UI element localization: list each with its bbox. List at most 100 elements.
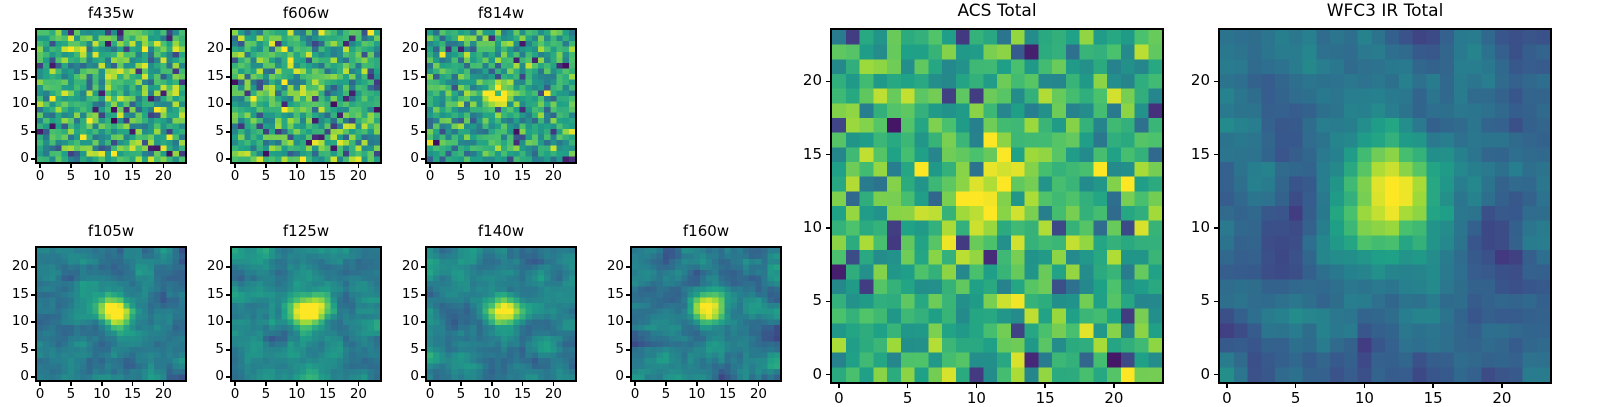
y-tick-label: 5 [812, 291, 822, 310]
x-tick-mark [1501, 382, 1503, 388]
y-tick-mark [421, 293, 427, 296]
y-tick-label: 0 [410, 150, 419, 167]
y-tick-mark [626, 293, 632, 296]
y-tick-mark [31, 103, 37, 106]
y-tick-mark [31, 376, 37, 379]
x-tick-label: 0 [425, 386, 435, 402]
heatmap-canvas [232, 248, 380, 380]
y-tick-mark [421, 158, 427, 161]
y-tick-mark [31, 130, 37, 133]
x-tick-mark [521, 162, 524, 168]
x-tick-label: 0 [230, 386, 240, 402]
x-tick-mark [265, 380, 267, 386]
y-tick-label: 20 [1190, 71, 1210, 90]
x-tick-mark [757, 380, 760, 386]
y-tick-label: 5 [410, 122, 419, 139]
y-tick-mark [421, 321, 427, 324]
heatmap-plot: 0 5 10 15 20 0 5 10 15 20 [207, 28, 382, 183]
panel-f814w: f814w 0 5 10 15 20 0 5 10 15 20 [402, 4, 577, 183]
x-tick-label: 5 [456, 168, 466, 184]
x-tick-mark [975, 382, 978, 388]
y-tick-mark [421, 103, 427, 106]
x-tick-label: 5 [261, 168, 271, 184]
x-tick-label: 20 [349, 168, 367, 184]
x-tick-label: 10 [288, 386, 306, 402]
panel-f606w: f606w 0 5 10 15 20 0 5 10 15 20 [207, 4, 382, 183]
y-tick-label: 10 [1190, 218, 1210, 236]
x-tick-label: 5 [66, 386, 76, 402]
x-tick-mark [490, 162, 493, 168]
heatmap-plot: 0 5 10 15 20 0 5 10 15 20 [803, 28, 1164, 406]
y-tick-label: 5 [20, 340, 29, 357]
y-tick-label: 20 [11, 40, 29, 57]
x-tick-mark [1294, 382, 1297, 388]
x-tick-mark [295, 380, 298, 386]
y-tick-mark [421, 266, 427, 269]
x-tick-mark [162, 162, 165, 168]
y-tick-label: 0 [812, 364, 822, 383]
x-tick-mark [162, 380, 165, 386]
y-tick-label: 15 [206, 67, 224, 84]
y-tick-mark [226, 266, 232, 269]
panel-title: ACS Total [957, 1, 1037, 21]
panel-f160w: f160w 0 5 10 15 20 0 5 10 15 20 [607, 222, 782, 401]
x-tick-label: 0 [230, 168, 240, 184]
x-tick-mark [100, 162, 103, 168]
y-tick-mark [31, 266, 37, 269]
x-tick-label: 10 [483, 168, 501, 184]
heatmap-plot: 0 5 10 15 20 0 5 10 15 20 [12, 28, 187, 183]
y-tick-mark [826, 80, 832, 83]
y-tick-mark [31, 48, 37, 51]
x-tick-mark [357, 162, 360, 168]
heatmap-plot: 0 5 10 15 20 0 5 10 15 20 [607, 246, 782, 401]
x-tick-mark [131, 380, 134, 386]
x-tick-mark [70, 380, 72, 386]
y-tick-label: 5 [20, 122, 29, 139]
x-tick-label: 10 [93, 168, 111, 184]
panel-title: f606w [282, 4, 330, 22]
x-tick-mark [490, 380, 493, 386]
y-tick-mark [626, 376, 632, 379]
panel-f435w: f435w 0 5 10 15 20 0 5 10 15 20 [12, 4, 187, 183]
y-tick-mark [1214, 80, 1220, 83]
y-tick-label: 20 [206, 258, 224, 275]
y-tick-label: 10 [401, 95, 419, 112]
heatmap-canvas [427, 248, 575, 380]
panel-f140w: f140w 0 5 10 15 20 0 5 10 15 20 [402, 222, 577, 401]
y-tick-label: 10 [206, 95, 224, 112]
y-tick-label: 20 [401, 40, 419, 57]
y-tick-label: 0 [615, 368, 624, 385]
y-tick-label: 5 [1200, 291, 1210, 310]
y-tick-label: 5 [615, 340, 624, 357]
x-tick-mark [70, 162, 72, 168]
x-tick-mark [326, 162, 329, 168]
panel-wfc3-ir-total: WFC3 IR Total 0 5 10 15 20 0 5 10 15 20 [1191, 1, 1552, 406]
heatmap-plot: 0 5 10 15 20 0 5 10 15 20 [207, 246, 382, 401]
y-tick-mark [226, 158, 232, 161]
x-tick-mark [695, 380, 698, 386]
y-tick-label: 15 [11, 67, 29, 84]
y-tick-mark [226, 48, 232, 51]
panel-title: f105w [87, 222, 135, 240]
y-tick-label: 20 [206, 40, 224, 57]
panel-title: f140w [477, 222, 525, 240]
y-tick-mark [626, 348, 632, 351]
y-tick-mark [226, 348, 232, 351]
x-tick-label: 20 [544, 386, 562, 402]
x-tick-label: 10 [93, 386, 111, 402]
x-tick-label: 20 [544, 168, 562, 184]
y-tick-mark [226, 321, 232, 324]
y-tick-label: 10 [802, 218, 822, 236]
x-tick-mark [634, 380, 636, 386]
x-tick-mark [39, 162, 41, 168]
heatmap-canvas [632, 248, 780, 380]
x-tick-label: 20 [749, 386, 767, 402]
x-tick-mark [838, 382, 840, 388]
y-tick-mark [421, 48, 427, 51]
y-tick-label: 20 [401, 258, 419, 275]
y-tick-mark [626, 266, 632, 269]
y-tick-label: 15 [401, 67, 419, 84]
y-tick-label: 5 [215, 340, 224, 357]
y-tick-label: 15 [606, 285, 624, 302]
heatmap-canvas [232, 30, 380, 162]
